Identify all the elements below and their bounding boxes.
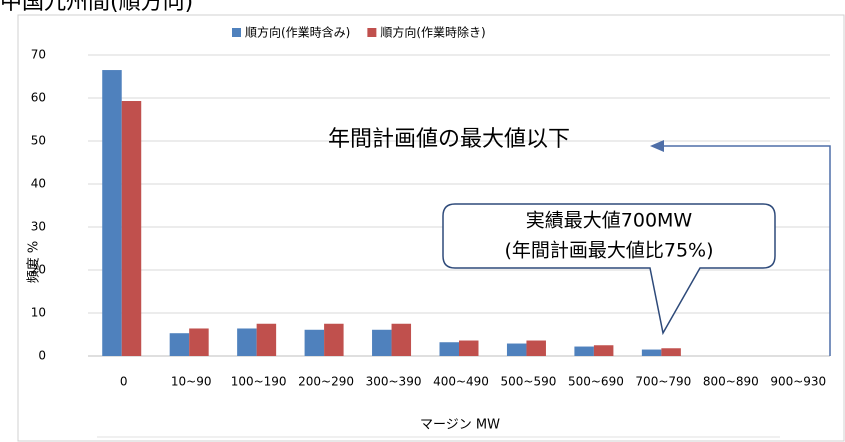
arrow-line <box>660 145 831 356</box>
bar <box>526 340 546 356</box>
arrow-head <box>650 140 664 152</box>
annotation: 年間計画値の最大値以下 <box>328 127 570 152</box>
title-bg <box>0 0 845 14</box>
legend-swatch <box>367 28 377 37</box>
x-tick-label: 10~90 <box>171 375 212 389</box>
bar <box>169 333 190 356</box>
callout <box>442 203 776 336</box>
x-tick-label: 500~590 <box>501 375 557 389</box>
bar <box>641 349 662 356</box>
x-tick-label: 300~390 <box>366 375 422 389</box>
x-tick-label: 800~890 <box>703 375 759 389</box>
bar <box>121 101 142 356</box>
x-tick-label: 900~930 <box>770 375 826 389</box>
y-tick-label: 40 <box>31 177 46 191</box>
bar <box>324 323 344 356</box>
bar <box>189 328 209 356</box>
bar <box>372 329 392 356</box>
legend-label: 順方向(作業時含み) <box>245 25 350 40</box>
bar <box>439 342 459 356</box>
bar <box>237 328 257 356</box>
x-tick-label: 500~690 <box>568 375 624 389</box>
chart-frame <box>17 14 845 442</box>
bar <box>391 323 412 356</box>
x-tick-label: 100~190 <box>231 375 287 389</box>
x-tick-label: 400~490 <box>433 375 489 389</box>
bar <box>102 70 122 357</box>
bar <box>506 343 527 356</box>
x-tick-label: 200~290 <box>298 375 354 389</box>
y-axis-label: 頻度 % <box>26 241 42 284</box>
y-tick-label: 20 <box>31 263 46 277</box>
y-tick-label: 50 <box>31 134 46 148</box>
chart-title: 中国九州間(順方向) <box>0 0 193 15</box>
y-tick-label: 10 <box>31 306 46 320</box>
y-tick-label: 70 <box>31 48 46 62</box>
bar <box>256 323 277 356</box>
y-tick-label: 0 <box>38 349 46 363</box>
bar <box>459 340 479 356</box>
bar <box>574 346 594 356</box>
legend-swatch <box>232 28 241 37</box>
legend-label: 順方向(作業時除き) <box>380 25 485 40</box>
callout-line1: 実績最大値700MW <box>526 210 693 232</box>
y-tick-label: 60 <box>31 91 46 105</box>
bar <box>304 329 325 356</box>
x-tick-label: 0 <box>120 375 128 389</box>
callout-line2: (年間計画最大値比75%) <box>504 240 713 262</box>
y-tick-label: 30 <box>31 220 46 234</box>
x-tick-label: 700~790 <box>635 375 691 389</box>
x-axis-label: マージン MW <box>420 418 500 433</box>
bar <box>661 348 681 356</box>
bar <box>593 345 614 356</box>
